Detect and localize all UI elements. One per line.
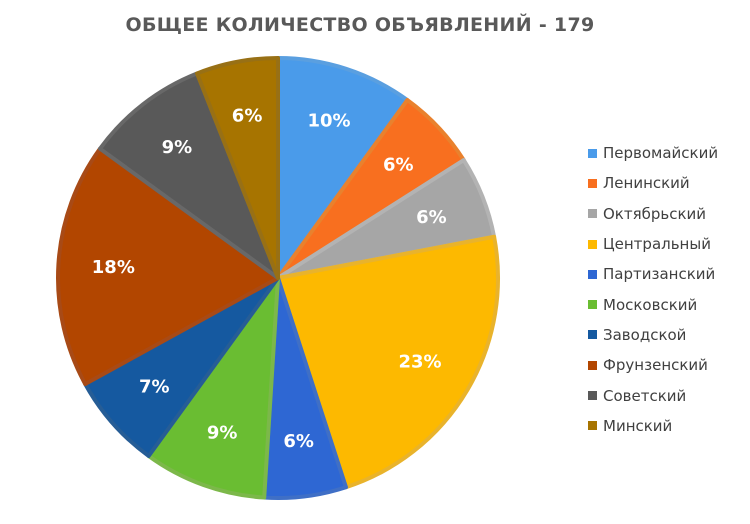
legend-label-8: Фрунзенский (603, 356, 708, 375)
legend-item-2: Ленинский (588, 168, 748, 198)
pie-slice-label-4: 23% (398, 351, 441, 372)
legend-item-9: Советский (588, 380, 748, 410)
pie-slice-label-6: 9% (207, 423, 238, 444)
legend-label-2: Ленинский (603, 174, 690, 193)
legend-item-5: Партизанский (588, 259, 748, 289)
pie-slice-label-10: 6% (232, 105, 263, 126)
legend-swatch-6 (588, 300, 597, 310)
chart-legend: Первомайский Ленинский Октябрьский Централь… (588, 138, 748, 441)
legend-swatch-9 (588, 391, 597, 401)
legend-label-5: Партизанский (603, 265, 716, 284)
legend-swatch-8 (588, 360, 597, 370)
legend-label-3: Октябрьский (603, 204, 707, 223)
legend-item-6: Московский (588, 289, 748, 319)
legend-item-3: Октябрьский (588, 199, 748, 229)
legend-label-1: Первомайский (603, 144, 719, 163)
legend-label-9: Советский (603, 386, 687, 405)
legend-item-4: Центральный (588, 229, 748, 259)
legend-item-7: Заводской (588, 320, 748, 350)
legend-swatch-3 (588, 209, 597, 219)
chart-title: ОБЩЕЕ КОЛИЧЕСТВО ОБЪЯВЛЕНИЙ - 179 (125, 14, 595, 36)
pie-slice-label-8: 18% (92, 257, 135, 278)
legend-label-10: Минский (603, 416, 673, 435)
pie-slice-label-7: 7% (139, 377, 170, 398)
legend-swatch-1 (588, 148, 597, 158)
legend-swatch-4 (588, 239, 597, 249)
legend-swatch-7 (588, 330, 597, 340)
pie-slice-10 (195, 56, 280, 280)
legend-swatch-10 (588, 421, 597, 431)
legend-item-10: Минский (588, 411, 748, 441)
pie-slice-label-3: 6% (416, 207, 447, 228)
pie-slice-label-2: 6% (383, 155, 414, 176)
pie-slice-1 (276, 56, 410, 280)
pie-slice-label-5: 6% (283, 431, 314, 452)
legend-swatch-5 (588, 269, 597, 279)
legend-swatch-2 (588, 178, 597, 188)
pie-slice-6 (146, 276, 280, 500)
legend-label-7: Заводской (603, 325, 687, 344)
pie-slice-4 (276, 234, 500, 490)
pie-slice-labels: 10% 6% 6% 23% 6% 9% 7% 18% 9% 6% (92, 105, 447, 452)
pie-slice-8 (56, 146, 280, 386)
legend-item-1: Первомайский (588, 138, 748, 168)
pie-slice-label-1: 10% (307, 111, 350, 132)
pie-slices (56, 56, 500, 500)
pie-slice-9 (98, 71, 280, 280)
legend-label-4: Центральный (603, 235, 711, 254)
legend-label-6: Московский (603, 295, 698, 314)
legend-item-8: Фрунзенский (588, 350, 748, 380)
pie-slice-label-9: 9% (162, 137, 193, 158)
